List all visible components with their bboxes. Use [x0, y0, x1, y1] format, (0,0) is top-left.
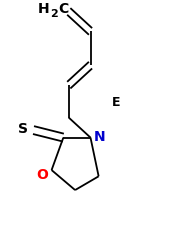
Text: S: S: [18, 121, 28, 135]
Text: E: E: [112, 96, 121, 108]
Text: 2: 2: [50, 9, 58, 19]
Text: C: C: [58, 2, 69, 16]
Text: O: O: [36, 167, 48, 181]
Text: H: H: [38, 2, 50, 16]
Text: N: N: [94, 130, 106, 144]
